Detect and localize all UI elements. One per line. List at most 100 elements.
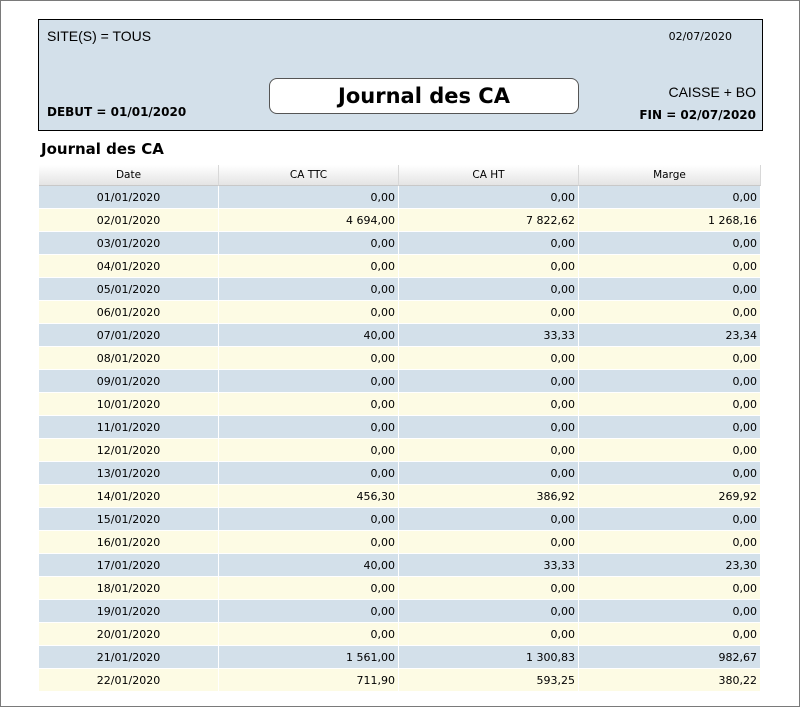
cell-ca-ttc: 711,90 <box>219 669 399 692</box>
cell-date: 10/01/2020 <box>39 393 219 416</box>
table-row[interactable]: 15/01/2020 0,00 0,00 0,00 <box>39 508 761 531</box>
cell-date: 19/01/2020 <box>39 600 219 623</box>
cell-ca-ht: 0,00 <box>399 577 579 600</box>
cell-ca-ht: 0,00 <box>399 370 579 393</box>
cell-marge: 0,00 <box>579 577 761 600</box>
cell-ca-ht: 33,33 <box>399 324 579 347</box>
column-header-date[interactable]: Date <box>39 165 219 186</box>
cell-ca-ttc: 0,00 <box>219 439 399 462</box>
table-row[interactable]: 08/01/2020 0,00 0,00 0,00 <box>39 347 761 370</box>
cell-marge: 0,00 <box>579 301 761 324</box>
table-row[interactable]: 14/01/2020 456,30 386,92 269,92 <box>39 485 761 508</box>
cell-ca-ht: 0,00 <box>399 439 579 462</box>
cell-date: 05/01/2020 <box>39 278 219 301</box>
cell-marge: 23,30 <box>579 554 761 577</box>
cell-date: 01/01/2020 <box>39 186 219 209</box>
cell-ca-ht: 0,00 <box>399 623 579 646</box>
cell-marge: 0,00 <box>579 347 761 370</box>
cell-ca-ht: 1 300,83 <box>399 646 579 669</box>
table-row[interactable]: 07/01/2020 40,00 33,33 23,34 <box>39 324 761 347</box>
cell-ca-ttc: 0,00 <box>219 370 399 393</box>
table-row[interactable]: 04/01/2020 0,00 0,00 0,00 <box>39 255 761 278</box>
start-date-label: DEBUT = 01/01/2020 <box>47 105 187 119</box>
cell-date: 20/01/2020 <box>39 623 219 646</box>
cell-ca-ht: 7 822,62 <box>399 209 579 232</box>
journal-table: Date CA TTC CA HT Marge 01/01/2020 0,00 0,… <box>39 165 761 692</box>
cell-ca-ttc: 1 561,00 <box>219 646 399 669</box>
table-row[interactable]: 19/01/2020 0,00 0,00 0,00 <box>39 600 761 623</box>
table-row[interactable]: 02/01/2020 4 694,00 7 822,62 1 268,16 <box>39 209 761 232</box>
column-header-ca-ht[interactable]: CA HT <box>399 165 579 186</box>
cell-marge: 380,22 <box>579 669 761 692</box>
cell-date: 02/01/2020 <box>39 209 219 232</box>
column-header-ca-ttc[interactable]: CA TTC <box>219 165 399 186</box>
table-row[interactable]: 09/01/2020 0,00 0,00 0,00 <box>39 370 761 393</box>
cell-date: 13/01/2020 <box>39 462 219 485</box>
cell-ca-ttc: 40,00 <box>219 554 399 577</box>
cell-ca-ht: 386,92 <box>399 485 579 508</box>
cell-marge: 0,00 <box>579 416 761 439</box>
table-row[interactable]: 01/01/2020 0,00 0,00 0,00 <box>39 186 761 209</box>
cell-ca-ht: 0,00 <box>399 255 579 278</box>
cell-ca-ht: 0,00 <box>399 416 579 439</box>
table-row[interactable]: 13/01/2020 0,00 0,00 0,00 <box>39 462 761 485</box>
cell-ca-ttc: 0,00 <box>219 232 399 255</box>
site-filter-label: SITE(S) = TOUS <box>47 28 152 44</box>
cell-marge: 0,00 <box>579 393 761 416</box>
table-row[interactable]: 18/01/2020 0,00 0,00 0,00 <box>39 577 761 600</box>
cell-ca-ht: 0,00 <box>399 393 579 416</box>
cell-marge: 0,00 <box>579 255 761 278</box>
cell-ca-ttc: 456,30 <box>219 485 399 508</box>
cell-ca-ttc: 0,00 <box>219 462 399 485</box>
cell-marge: 0,00 <box>579 278 761 301</box>
section-title: Journal des CA <box>41 140 164 158</box>
cell-marge: 0,00 <box>579 462 761 485</box>
table-row[interactable]: 22/01/2020 711,90 593,25 380,22 <box>39 669 761 692</box>
cell-ca-ht: 0,00 <box>399 278 579 301</box>
cell-marge: 0,00 <box>579 439 761 462</box>
cell-date: 21/01/2020 <box>39 646 219 669</box>
cell-marge: 0,00 <box>579 186 761 209</box>
cell-ca-ht: 593,25 <box>399 669 579 692</box>
cell-date: 04/01/2020 <box>39 255 219 278</box>
table-row[interactable]: 12/01/2020 0,00 0,00 0,00 <box>39 439 761 462</box>
cell-marge: 0,00 <box>579 623 761 646</box>
cell-date: 11/01/2020 <box>39 416 219 439</box>
cell-ca-ht: 0,00 <box>399 462 579 485</box>
table-row[interactable]: 17/01/2020 40,00 33,33 23,30 <box>39 554 761 577</box>
cell-date: 09/01/2020 <box>39 370 219 393</box>
table-row[interactable]: 10/01/2020 0,00 0,00 0,00 <box>39 393 761 416</box>
cell-date: 08/01/2020 <box>39 347 219 370</box>
cell-ca-ttc: 0,00 <box>219 186 399 209</box>
cell-date: 18/01/2020 <box>39 577 219 600</box>
cell-ca-ttc: 0,00 <box>219 600 399 623</box>
cell-date: 16/01/2020 <box>39 531 219 554</box>
cell-marge: 982,67 <box>579 646 761 669</box>
cell-date: 14/01/2020 <box>39 485 219 508</box>
cell-ca-ttc: 0,00 <box>219 531 399 554</box>
cell-ca-ttc: 0,00 <box>219 393 399 416</box>
cell-ca-ttc: 0,00 <box>219 623 399 646</box>
print-date: 02/07/2020 <box>668 30 732 43</box>
cell-date: 12/01/2020 <box>39 439 219 462</box>
cell-ca-ttc: 0,00 <box>219 416 399 439</box>
cell-ca-ht: 0,00 <box>399 531 579 554</box>
table-row[interactable]: 11/01/2020 0,00 0,00 0,00 <box>39 416 761 439</box>
table-header-row: Date CA TTC CA HT Marge <box>39 165 761 186</box>
cell-ca-ht: 0,00 <box>399 301 579 324</box>
cell-ca-ttc: 4 694,00 <box>219 209 399 232</box>
cell-ca-ttc: 0,00 <box>219 255 399 278</box>
end-date-label: FIN = 02/07/2020 <box>639 108 756 122</box>
table-row[interactable]: 21/01/2020 1 561,00 1 300,83 982,67 <box>39 646 761 669</box>
cell-ca-ttc: 40,00 <box>219 324 399 347</box>
cell-marge: 0,00 <box>579 370 761 393</box>
table-row[interactable]: 03/01/2020 0,00 0,00 0,00 <box>39 232 761 255</box>
table-row[interactable]: 20/01/2020 0,00 0,00 0,00 <box>39 623 761 646</box>
cell-ca-ttc: 0,00 <box>219 278 399 301</box>
column-header-marge[interactable]: Marge <box>579 165 761 186</box>
table-row[interactable]: 05/01/2020 0,00 0,00 0,00 <box>39 278 761 301</box>
table-row[interactable]: 16/01/2020 0,00 0,00 0,00 <box>39 531 761 554</box>
table-row[interactable]: 06/01/2020 0,00 0,00 0,00 <box>39 301 761 324</box>
cell-ca-ht: 0,00 <box>399 232 579 255</box>
cell-date: 07/01/2020 <box>39 324 219 347</box>
